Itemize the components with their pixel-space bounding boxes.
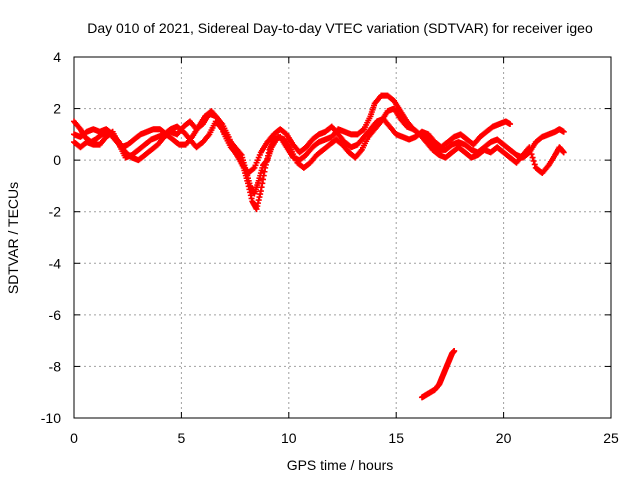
x-tick-label: 25 xyxy=(603,430,619,446)
data-point xyxy=(359,127,366,134)
y-tick-label: 0 xyxy=(53,152,61,168)
x-tick-label: 5 xyxy=(178,430,186,446)
grid xyxy=(74,57,611,418)
data-point xyxy=(526,144,533,151)
data-series xyxy=(71,110,514,177)
x-tick-labels: 0 5 10 15 20 25 xyxy=(70,430,619,446)
data-point xyxy=(560,149,567,156)
data-point xyxy=(250,165,257,172)
data-points xyxy=(71,92,567,401)
y-tick-label: -10 xyxy=(41,410,61,426)
x-axis-label: GPS time / hours xyxy=(287,457,394,473)
plot-frame xyxy=(73,56,612,419)
y-tick-label: 4 xyxy=(53,49,61,65)
data-point xyxy=(530,158,537,165)
data-point xyxy=(507,121,514,128)
data-point xyxy=(529,154,536,161)
x-tick-label: 0 xyxy=(70,430,78,446)
data-series xyxy=(418,347,458,401)
data-point xyxy=(528,151,535,158)
data-series xyxy=(71,105,567,197)
x-tick-label: 10 xyxy=(281,430,297,446)
chart-title: Day 010 of 2021, Sidereal Day-to-day VTE… xyxy=(87,20,593,36)
data-point xyxy=(560,128,567,135)
y-tick-label: -6 xyxy=(49,307,62,323)
y-tick-label: 2 xyxy=(53,101,61,117)
y-tick-labels: -10 -8 -6 -4 -2 0 2 4 xyxy=(41,49,61,426)
x-tick-label: 20 xyxy=(496,430,512,446)
axis-ticks xyxy=(73,56,612,419)
y-axis-label: SDTVAR / TECUs xyxy=(5,182,21,294)
y-tick-label: -4 xyxy=(49,255,62,271)
x-tick-label: 15 xyxy=(388,430,404,446)
data-point xyxy=(451,347,458,354)
data-point xyxy=(531,161,538,168)
y-tick-label: -8 xyxy=(49,358,62,374)
data-point xyxy=(527,147,534,154)
y-tick-label: -2 xyxy=(49,204,62,220)
